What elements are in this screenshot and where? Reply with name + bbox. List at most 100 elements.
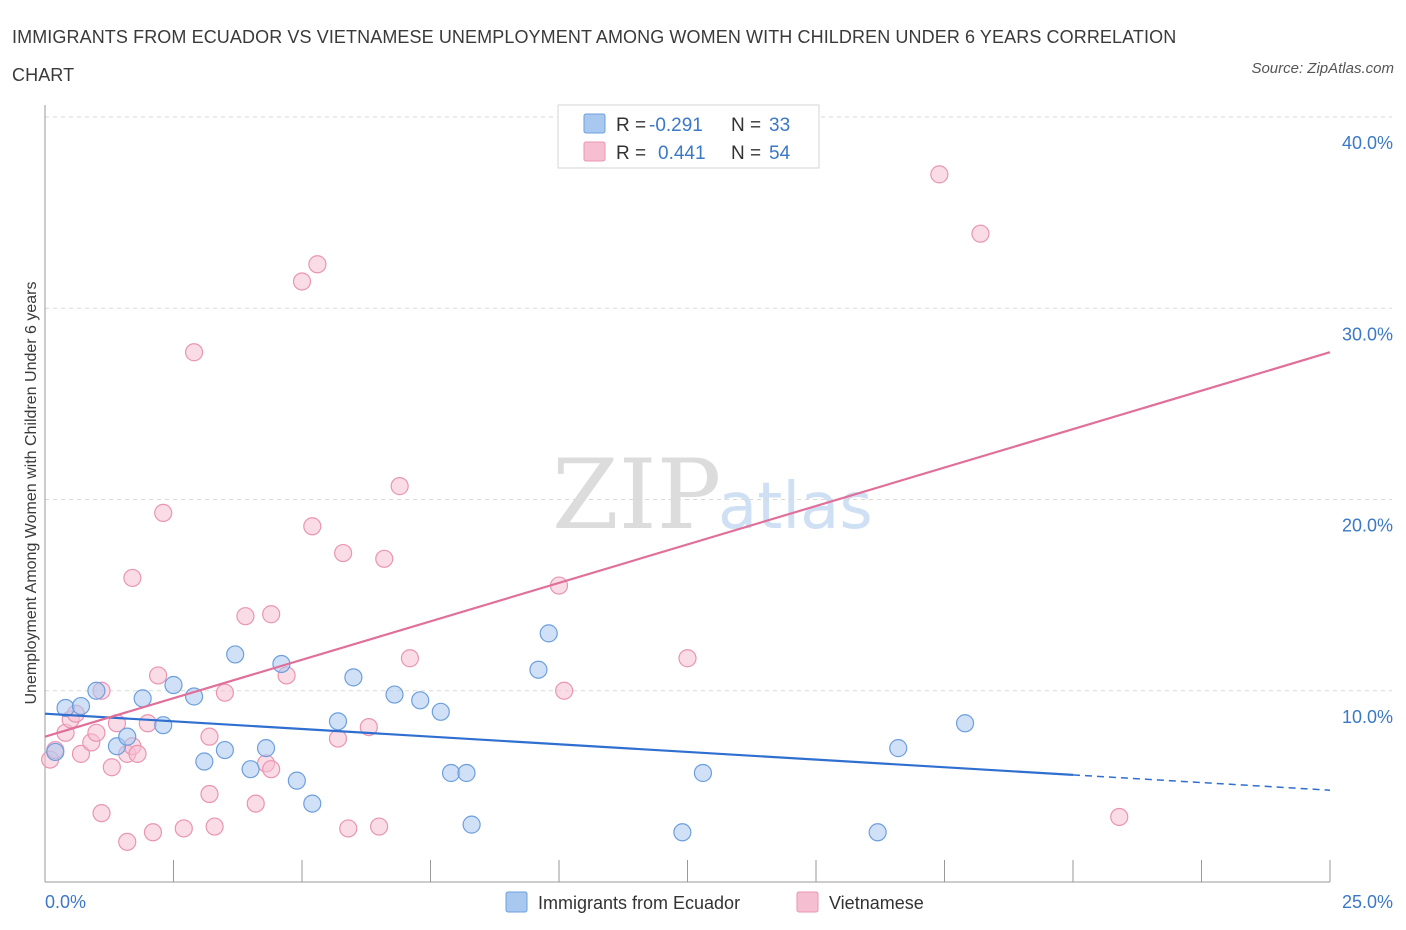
ecuador-point — [328, 712, 348, 731]
ecuador-point — [195, 752, 214, 771]
vietnamese-point — [930, 165, 949, 184]
vietnamese-point — [292, 272, 312, 291]
ecuador-point — [457, 763, 476, 783]
stats-blue-swatch — [583, 113, 606, 134]
ecuador-point — [539, 624, 558, 643]
watermark-zip: ZIP — [552, 439, 721, 551]
y-tick-label: 10.0% — [1342, 707, 1393, 727]
vietnamese-point — [400, 649, 420, 668]
ecuador-point — [118, 727, 137, 746]
vietnamese-point — [390, 477, 409, 496]
stats-blue-r-label: R = — [616, 115, 646, 136]
grid-lines — [45, 116, 1392, 692]
ecuador-point — [154, 716, 173, 735]
ecuador-point — [411, 691, 430, 710]
vietnamese-point — [339, 819, 358, 838]
tick-labels: 10.0% 20.0% 30.0% 40.0% 0.0% 25.0% — [45, 133, 1393, 912]
vietnamese-point — [262, 605, 281, 624]
chart-title: IMMIGRANTS FROM ECUADOR VS VIETNAMESE UN… — [12, 27, 1177, 85]
vietnamese-point — [262, 760, 281, 779]
vietnamese-point — [143, 823, 163, 842]
ecuador-point — [529, 660, 548, 679]
vietnamese-point — [1110, 807, 1129, 827]
x-tick-label-max: 25.0% — [1342, 892, 1393, 912]
ecuador-point — [215, 740, 234, 760]
legend-vietnamese-label: Vietnamese — [829, 893, 924, 913]
vietnamese-point — [308, 255, 327, 274]
vietnamese-point — [678, 649, 697, 668]
vietnamese-point — [200, 784, 219, 804]
vietnamese-point — [303, 517, 322, 536]
y-tick-label: 30.0% — [1342, 324, 1393, 344]
vietnamese-point — [118, 832, 137, 851]
ecuador-point — [87, 681, 106, 700]
ecuador-point — [441, 763, 461, 783]
vietnamese-point — [102, 758, 121, 777]
ecuador-point — [385, 685, 404, 704]
watermark-atlas: atlas — [718, 470, 873, 544]
ecuador-point — [303, 794, 322, 813]
ecuador-point — [693, 763, 713, 783]
vietnamese-point — [184, 343, 204, 362]
ecuador-point — [955, 714, 975, 733]
vietnamese-point — [154, 503, 173, 522]
ecuador-point — [256, 739, 276, 758]
ecuador-point — [462, 815, 481, 834]
ecuador-trend-line — [44, 712, 1074, 776]
vietnamese-point — [246, 794, 265, 813]
vietnamese-point — [205, 817, 224, 836]
ecuador-point — [889, 739, 908, 758]
y-tick-label: 20.0% — [1342, 516, 1393, 536]
vietnamese-point — [128, 744, 147, 763]
vietnamese-point — [215, 683, 234, 702]
source-label: Source: ZipAtlas.com — [1251, 60, 1394, 77]
ecuador-trend-line-dashed — [1072, 774, 1331, 791]
x-tick-label-min: 0.0% — [45, 892, 86, 912]
trend-lines — [44, 351, 1331, 791]
ecuador-points — [46, 624, 975, 842]
stats-pink-n-label: N = — [731, 143, 761, 164]
stats-pink-r-label: R = — [616, 143, 646, 164]
vietnamese-point — [370, 817, 389, 836]
stats-box: R = -0.291 N = 33 R = 0.441 N = 54 — [557, 104, 820, 169]
ecuador-point — [133, 689, 152, 708]
vietnamese-point — [71, 744, 91, 763]
stats-pink-r-value: 0.441 — [658, 143, 706, 164]
stats-blue-n-value: 33 — [769, 115, 790, 136]
legend-ecuador-swatch — [505, 891, 528, 913]
y-axis-label: Unemployment Among Women with Children U… — [23, 281, 40, 704]
legend-ecuador-label: Immigrants from Ecuador — [538, 893, 740, 913]
vietnamese-point — [87, 723, 106, 742]
vietnamese-point — [334, 543, 353, 563]
vietnamese-point — [148, 666, 168, 685]
vietnamese-point — [123, 568, 142, 588]
vietnamese-trend-line — [44, 351, 1331, 738]
stats-pink-n-value: 54 — [769, 143, 791, 164]
ecuador-point — [241, 760, 260, 779]
ecuador-point — [164, 675, 183, 695]
ecuador-point — [344, 668, 363, 687]
ecuador-point — [868, 823, 887, 842]
stats-pink-swatch — [583, 141, 606, 162]
vietnamese-point — [138, 714, 157, 733]
vietnamese-point — [971, 224, 990, 243]
vietnamese-point — [555, 681, 574, 700]
ecuador-point — [673, 823, 692, 842]
stats-blue-r-value: -0.291 — [649, 115, 703, 136]
ecuador-point — [46, 742, 65, 762]
y-tick-label: 40.0% — [1342, 133, 1393, 153]
ecuador-point — [287, 771, 306, 790]
vietnamese-point — [328, 729, 348, 748]
vietnamese-point — [200, 727, 219, 746]
ecuador-point — [226, 645, 245, 664]
ecuador-point — [71, 696, 91, 716]
stats-blue-n-label: N = — [731, 115, 761, 136]
vietnamese-point — [92, 804, 111, 823]
vietnamese-point — [236, 607, 255, 626]
legend: Immigrants from Ecuador Vietnamese — [505, 891, 924, 913]
ecuador-point — [431, 702, 450, 721]
vietnamese-point — [375, 549, 394, 568]
vietnamese-point — [174, 819, 193, 838]
vietnamese-point — [359, 717, 378, 737]
